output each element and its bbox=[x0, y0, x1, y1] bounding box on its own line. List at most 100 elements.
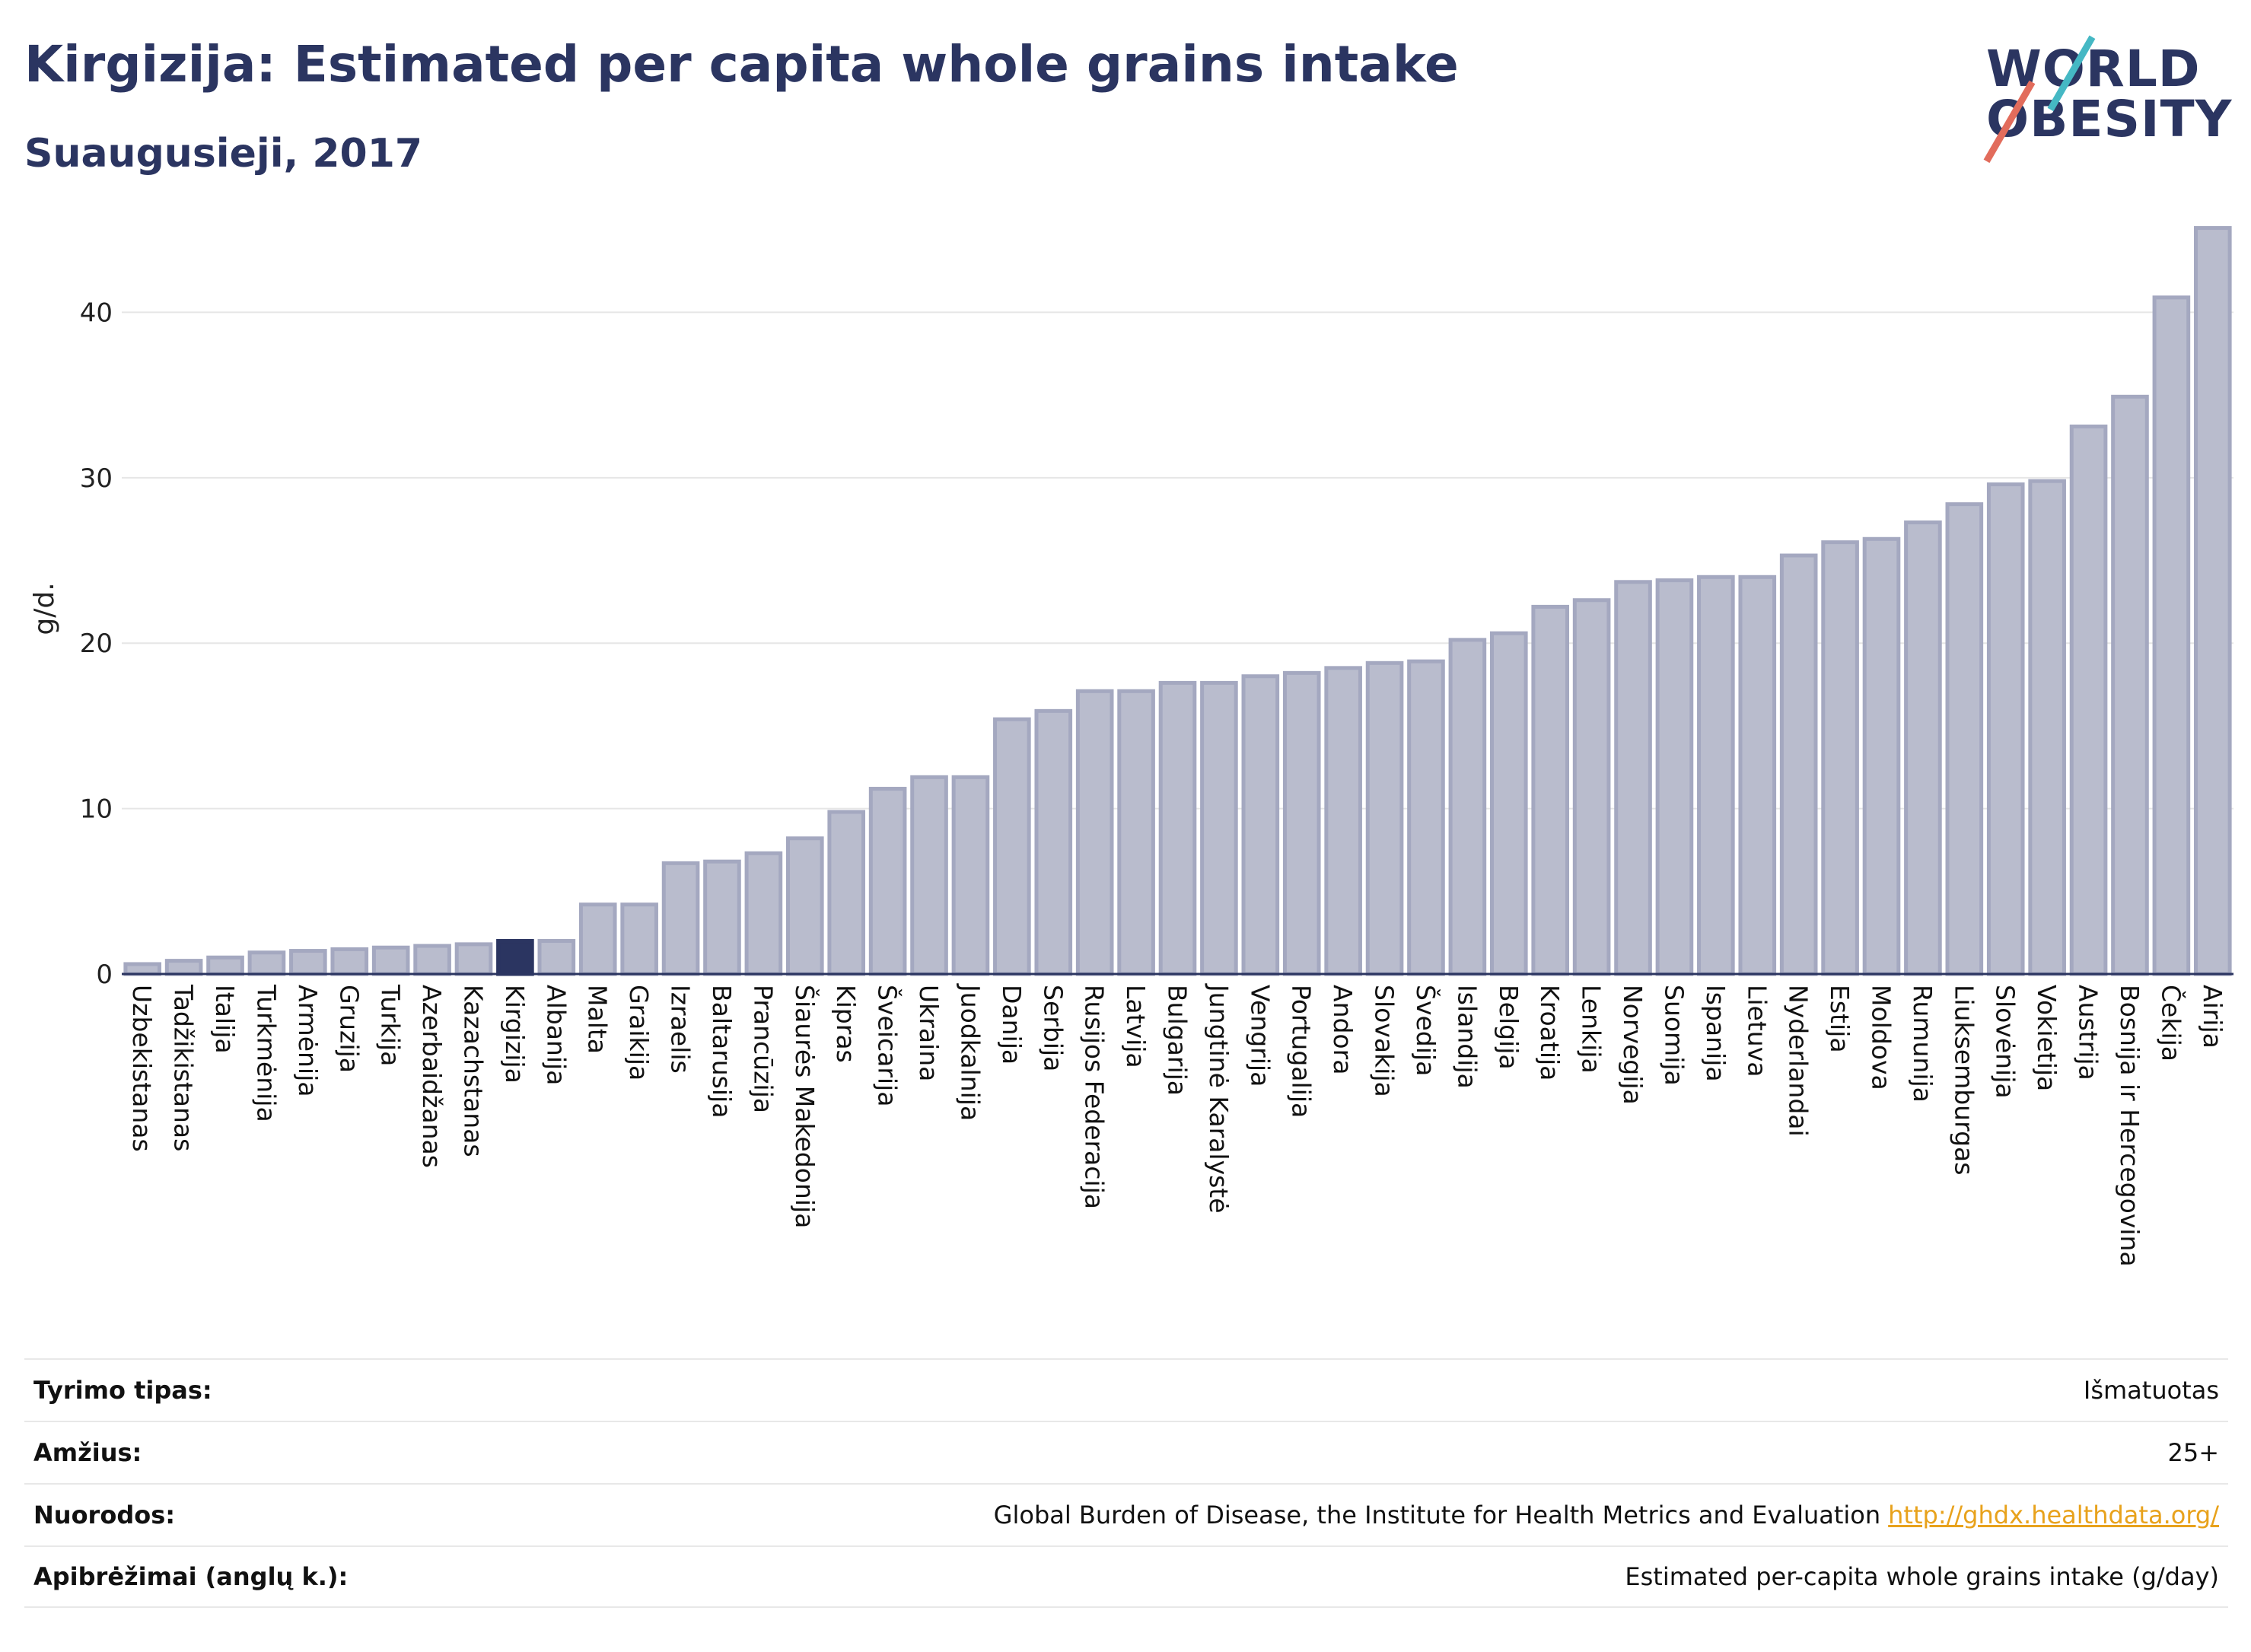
x-tick-label: Juodkalnija bbox=[955, 983, 985, 1121]
bar-Armėnija[interactable] bbox=[289, 949, 327, 976]
bar-Kroatija[interactable] bbox=[1531, 604, 1570, 976]
bar-Slovakija[interactable] bbox=[1365, 660, 1404, 976]
x-tick-label: Švedija bbox=[1411, 985, 1441, 1076]
bar-Uzbekistanas[interactable] bbox=[123, 962, 162, 976]
bar-Kazachstanas[interactable] bbox=[454, 942, 493, 976]
bar-Albanija[interactable] bbox=[537, 939, 576, 976]
x-tick-label: Liuksemburgas bbox=[1949, 985, 1979, 1175]
bar-Norvegija[interactable] bbox=[1614, 580, 1652, 976]
x-tick-label: Moldova bbox=[1867, 985, 1896, 1090]
bar-Jungtinė Karalystė[interactable] bbox=[1200, 680, 1238, 976]
x-tick-label: Uzbekistanas bbox=[127, 985, 157, 1152]
bar-Austrija[interactable] bbox=[2069, 424, 2108, 976]
bar-Tadžikistanas[interactable] bbox=[164, 959, 203, 976]
bar-Graikija[interactable] bbox=[620, 902, 658, 976]
bar-Bosnija ir Hercegovina[interactable] bbox=[2111, 394, 2149, 976]
info-row-references: Nuorodos: Global Burden of Disease, the … bbox=[24, 1483, 2228, 1545]
bar-Portugalija[interactable] bbox=[1282, 670, 1321, 976]
bar-Andora[interactable] bbox=[1324, 666, 1362, 976]
x-tick-label: Portugalija bbox=[1287, 985, 1317, 1118]
x-tick-label: Graikija bbox=[624, 985, 654, 1081]
x-tick-label: Turkmėnija bbox=[251, 984, 281, 1122]
x-tick-label: Nyderlandai bbox=[1784, 985, 1813, 1137]
bar-Italija[interactable] bbox=[206, 955, 244, 976]
chart-subtitle: Suaugusieji, 2017 bbox=[24, 131, 423, 177]
x-tick-label: Kipras bbox=[831, 985, 861, 1063]
x-tick-label: Danija bbox=[997, 985, 1027, 1065]
x-tick-label: Kroatija bbox=[1535, 985, 1565, 1081]
bar-Suomija[interactable] bbox=[1655, 578, 1694, 976]
bar-Šiaurės Makedonija[interactable] bbox=[785, 836, 824, 976]
bar-Liuksemburgas[interactable] bbox=[1945, 502, 1984, 976]
bar-Latvija[interactable] bbox=[1117, 689, 1155, 976]
x-tick-label: Azerbaidžanas bbox=[417, 985, 447, 1168]
bar-Lietuva[interactable] bbox=[1738, 575, 1777, 976]
info-label: Nuorodos: bbox=[33, 1501, 176, 1529]
bar-Vengrija[interactable] bbox=[1241, 674, 1280, 976]
bar-Azerbaidžanas[interactable] bbox=[413, 944, 451, 976]
info-value: 25+ bbox=[2167, 1438, 2219, 1467]
bar-Turkija[interactable] bbox=[371, 945, 410, 976]
bar-Malta[interactable] bbox=[578, 902, 617, 976]
bar-Bulgarija[interactable] bbox=[1158, 680, 1197, 976]
x-tick-label: Ukraina bbox=[914, 985, 944, 1081]
reference-link[interactable]: http://ghdx.healthdata.org/ bbox=[1888, 1501, 2219, 1529]
x-tick-label: Armėnija bbox=[293, 985, 323, 1097]
bar-Ukraina[interactable] bbox=[910, 775, 948, 976]
bar-Prancūzija[interactable] bbox=[744, 851, 783, 976]
bar-Kipras[interactable] bbox=[827, 810, 866, 976]
x-tick-label: Malta bbox=[583, 985, 613, 1054]
x-tick-label: Slovakija bbox=[1370, 985, 1399, 1097]
bar-Nyderlandai[interactable] bbox=[1779, 553, 1818, 976]
bar-Šveicarija[interactable] bbox=[868, 787, 907, 976]
x-tick-label: Andora bbox=[1328, 985, 1358, 1074]
bar-Rumunija[interactable] bbox=[1904, 520, 1942, 976]
bar-Moldova[interactable] bbox=[1862, 536, 1901, 976]
bar-Airija[interactable] bbox=[2193, 226, 2232, 976]
world-obesity-logo: WORLD OBESITY bbox=[1983, 30, 2237, 167]
bar-Gruzija[interactable] bbox=[330, 947, 369, 976]
info-row-age: Amžius: 25+ bbox=[24, 1421, 2228, 1483]
bar-Čekija[interactable] bbox=[2152, 295, 2191, 976]
bar-Ispanija[interactable] bbox=[1697, 575, 1735, 976]
x-tick-label: Bulgarija bbox=[1163, 985, 1192, 1096]
bar-Izraelis[interactable] bbox=[661, 861, 700, 976]
info-table: Tyrimo tipas: Išmatuotas Amžius: 25+ Nuo… bbox=[24, 1358, 2228, 1608]
y-axis-label: g/d. bbox=[29, 582, 60, 635]
y-tick-label: 0 bbox=[96, 960, 113, 990]
x-tick-label: Vengrija bbox=[1245, 985, 1275, 1087]
x-tick-label: Bosnija ir Hercegovina bbox=[2115, 985, 2144, 1267]
x-tick-label: Izraelis bbox=[666, 985, 696, 1074]
bar-Estija[interactable] bbox=[1821, 540, 1859, 976]
bar-Danija[interactable] bbox=[993, 717, 1031, 976]
info-label: Apibrėžimai (anglų k.): bbox=[33, 1562, 349, 1591]
x-tick-label: Lietuva bbox=[1742, 985, 1772, 1077]
info-value: Global Burden of Disease, the Institute … bbox=[994, 1501, 2219, 1529]
y-tick-label: 30 bbox=[80, 463, 113, 494]
logo-line2: OBESITY bbox=[1986, 90, 2233, 148]
bar-Juodkalnija[interactable] bbox=[951, 775, 990, 976]
x-tick-label: Šveicarija bbox=[873, 985, 903, 1106]
bar-Lenkija[interactable] bbox=[1572, 598, 1611, 976]
y-tick-label: 40 bbox=[80, 298, 113, 328]
chart-title: Kirgizija: Estimated per capita whole gr… bbox=[24, 35, 1459, 94]
x-tick-label: Latvija bbox=[1121, 985, 1151, 1068]
bar-Islandija[interactable] bbox=[1448, 638, 1487, 976]
bar-Vokietija[interactable] bbox=[2028, 479, 2066, 976]
x-tick-label: Slovėnija bbox=[1991, 985, 2020, 1099]
bar-Rusijos Federacija[interactable] bbox=[1075, 689, 1114, 976]
bar-Serbija[interactable] bbox=[1034, 708, 1073, 976]
x-tick-label: Čekija bbox=[2156, 985, 2186, 1062]
x-tick-label: Airija bbox=[2198, 985, 2227, 1049]
x-tick-label: Šiaurės Makedonija bbox=[790, 985, 820, 1228]
bar-Kirgizija[interactable] bbox=[496, 939, 534, 976]
bar-Belgija[interactable] bbox=[1489, 631, 1528, 976]
x-tick-label: Tadžikistanas bbox=[169, 984, 199, 1151]
bar-Slovėnija[interactable] bbox=[1986, 482, 2025, 976]
bar-Švedija[interactable] bbox=[1407, 659, 1445, 976]
x-tick-label: Albanija bbox=[541, 985, 571, 1085]
bar-Turkmėnija[interactable] bbox=[247, 950, 286, 976]
info-row-survey-type: Tyrimo tipas: Išmatuotas bbox=[24, 1358, 2228, 1421]
x-tick-label: Rumunija bbox=[1908, 985, 1937, 1103]
bar-Baltarusija[interactable] bbox=[703, 859, 741, 976]
